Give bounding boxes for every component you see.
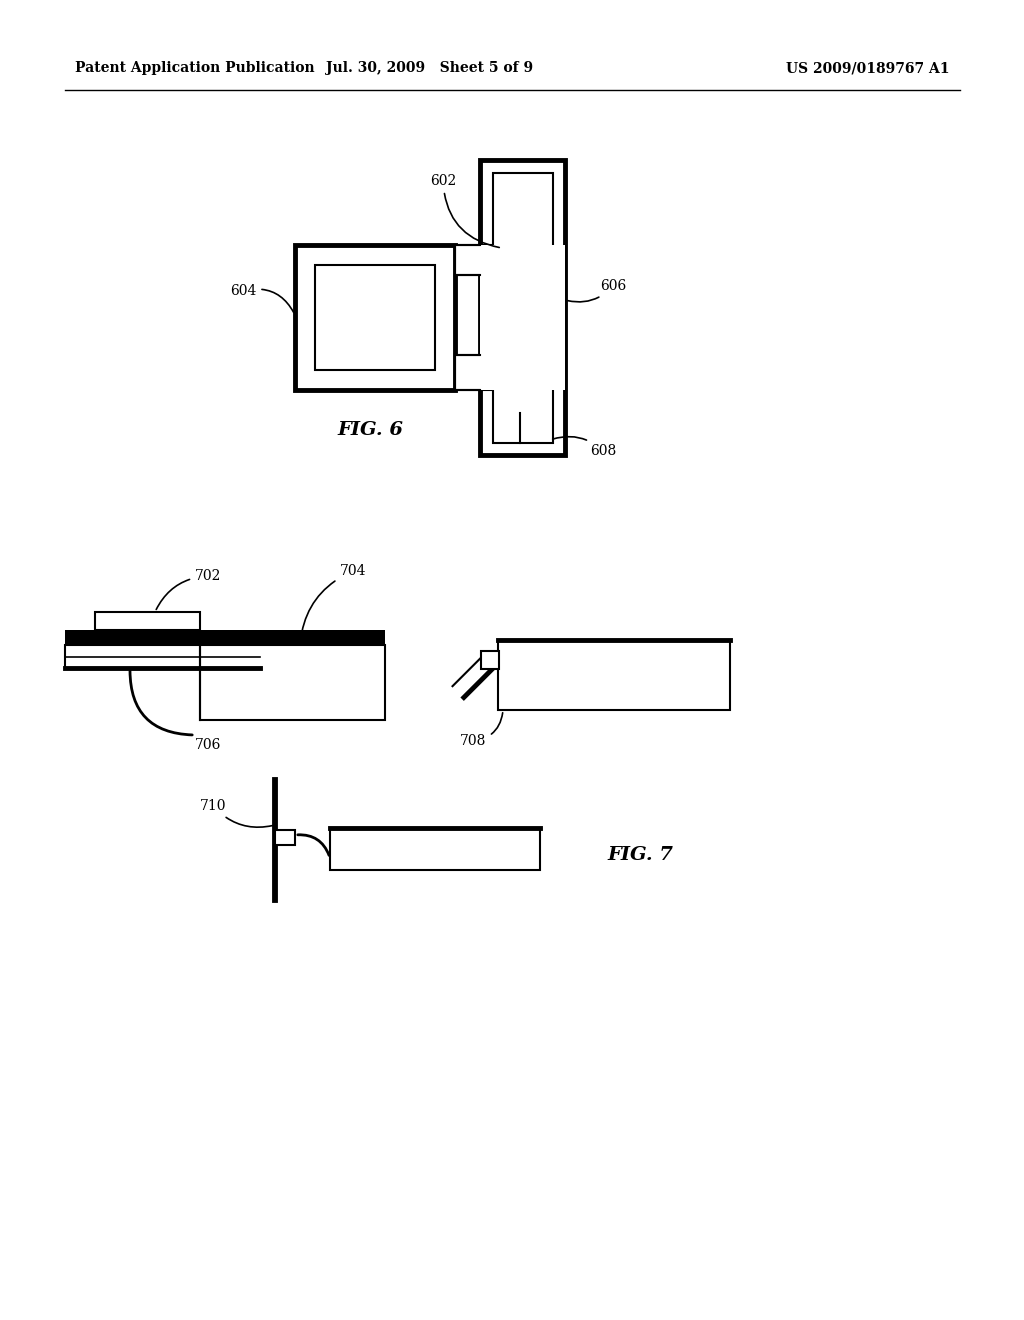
Bar: [95, 612, 200, 630]
Text: 606: 606: [567, 279, 627, 302]
Text: 706: 706: [195, 738, 221, 752]
Bar: [493, 173, 553, 444]
Bar: [481, 651, 499, 669]
Bar: [65, 645, 260, 668]
Bar: [275, 830, 295, 845]
Bar: [480, 160, 565, 455]
Bar: [455, 246, 545, 275]
Bar: [330, 828, 540, 870]
Bar: [65, 630, 385, 645]
Text: 710: 710: [200, 799, 272, 828]
Text: 602: 602: [430, 174, 500, 247]
Bar: [315, 265, 435, 370]
Text: US 2009/0189767 A1: US 2009/0189767 A1: [786, 61, 950, 75]
Bar: [200, 645, 385, 719]
Text: 702: 702: [157, 569, 221, 610]
Text: Jul. 30, 2009   Sheet 5 of 9: Jul. 30, 2009 Sheet 5 of 9: [327, 61, 534, 75]
Bar: [455, 355, 545, 389]
Text: 608: 608: [553, 437, 616, 458]
Text: 708: 708: [460, 713, 503, 748]
Bar: [480, 246, 565, 389]
Text: 704: 704: [300, 564, 367, 643]
Text: 604: 604: [230, 284, 294, 313]
Text: FIG. 6: FIG. 6: [337, 421, 403, 440]
Text: FIG. 7: FIG. 7: [607, 846, 673, 865]
Bar: [498, 640, 730, 710]
Text: Patent Application Publication: Patent Application Publication: [75, 61, 314, 75]
Bar: [295, 246, 455, 389]
